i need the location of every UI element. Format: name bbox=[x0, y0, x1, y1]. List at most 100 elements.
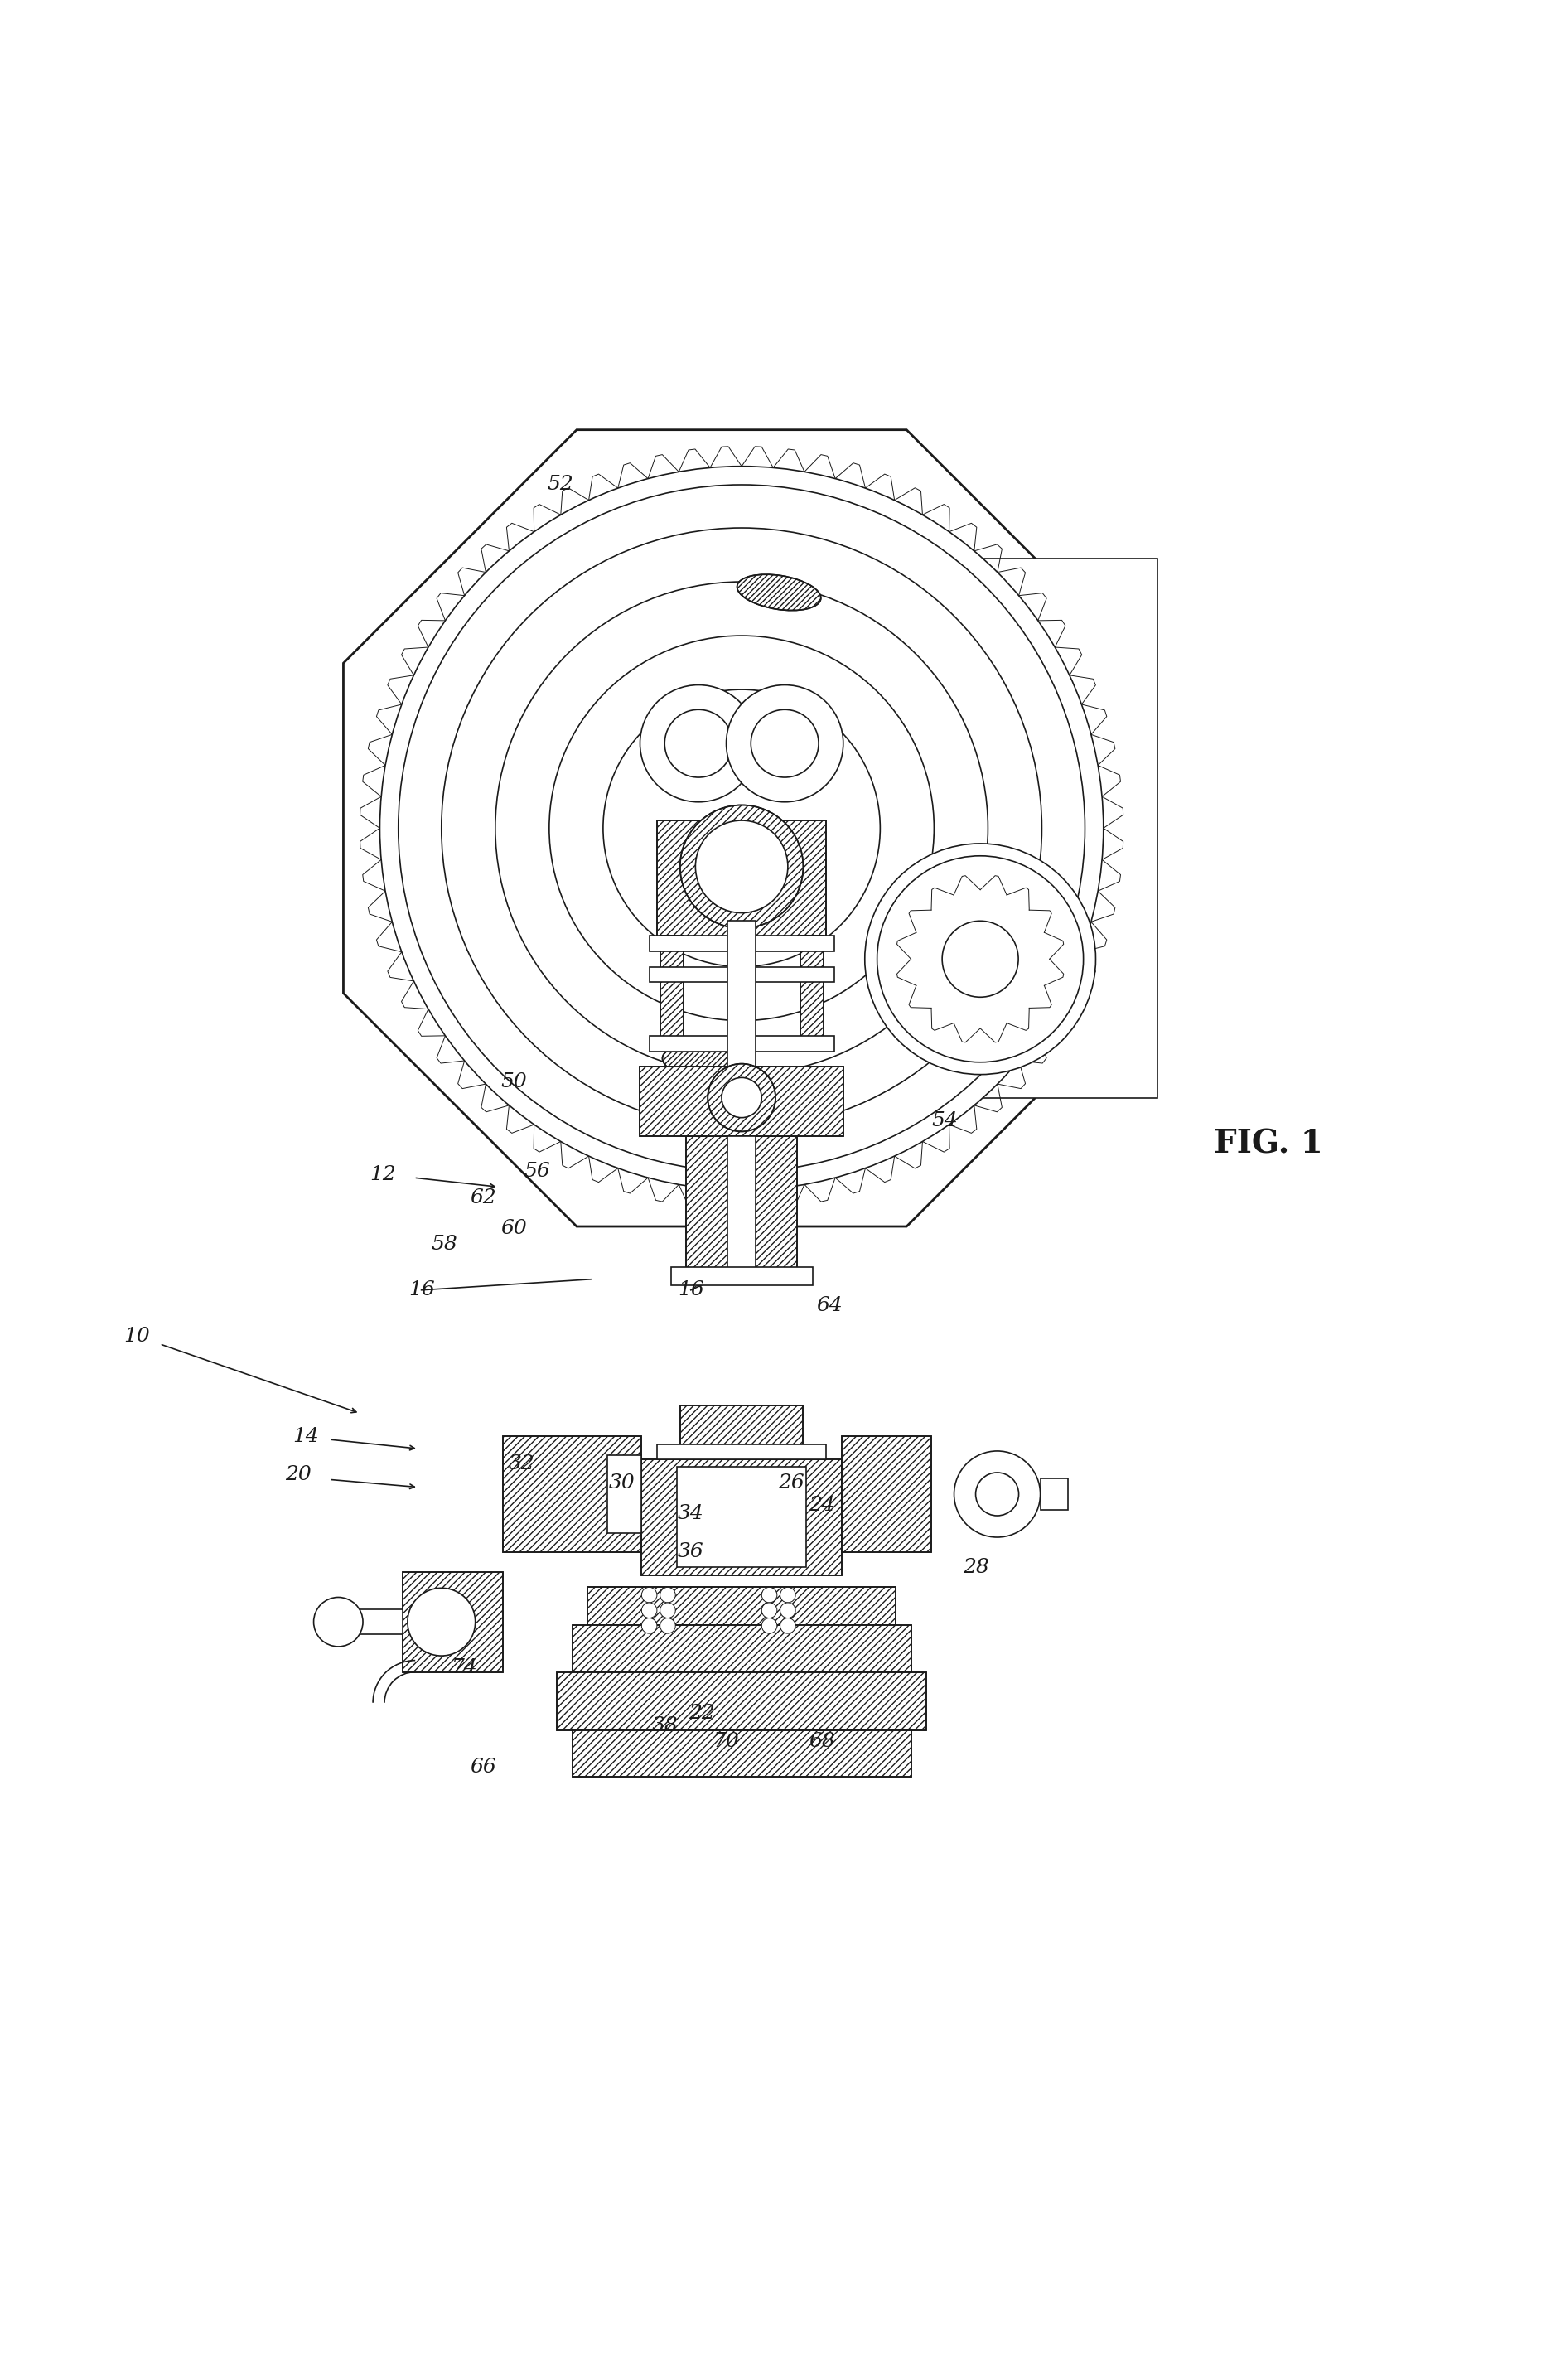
Ellipse shape bbox=[737, 574, 820, 609]
Bar bbox=[658, 1445, 827, 1459]
Text: 26: 26 bbox=[777, 1473, 803, 1492]
Bar bbox=[800, 935, 824, 1052]
Circle shape bbox=[954, 1452, 1041, 1537]
Circle shape bbox=[865, 843, 1095, 1073]
Bar bbox=[403, 1571, 503, 1673]
Circle shape bbox=[642, 1587, 658, 1602]
Bar bbox=[827, 559, 1157, 1097]
Circle shape bbox=[679, 804, 803, 928]
Circle shape bbox=[707, 1064, 776, 1130]
Circle shape bbox=[941, 921, 1019, 997]
Bar bbox=[572, 1626, 910, 1673]
Text: 68: 68 bbox=[808, 1733, 834, 1752]
Circle shape bbox=[380, 466, 1103, 1190]
Text: 52: 52 bbox=[548, 476, 574, 495]
Text: 54: 54 bbox=[932, 1111, 959, 1130]
Circle shape bbox=[751, 709, 819, 778]
Bar bbox=[503, 1438, 642, 1552]
Text: 24: 24 bbox=[808, 1497, 834, 1516]
Bar bbox=[650, 966, 834, 983]
Bar bbox=[661, 935, 682, 1052]
Text: 60: 60 bbox=[501, 1219, 527, 1238]
Bar bbox=[557, 1673, 926, 1730]
Bar bbox=[642, 1459, 842, 1576]
Bar bbox=[572, 1626, 910, 1673]
Circle shape bbox=[976, 1473, 1019, 1516]
Text: 38: 38 bbox=[651, 1716, 678, 1735]
Bar bbox=[800, 935, 824, 1052]
Circle shape bbox=[549, 635, 934, 1021]
Text: 30: 30 bbox=[608, 1473, 634, 1492]
Bar bbox=[349, 1609, 403, 1635]
Circle shape bbox=[642, 1618, 658, 1633]
Bar bbox=[650, 935, 834, 952]
Circle shape bbox=[408, 1587, 475, 1656]
Bar bbox=[572, 1730, 910, 1775]
Text: 10: 10 bbox=[124, 1326, 150, 1345]
Circle shape bbox=[603, 690, 879, 966]
Text: 70: 70 bbox=[713, 1733, 740, 1752]
Circle shape bbox=[665, 709, 732, 778]
Circle shape bbox=[780, 1587, 796, 1602]
Bar bbox=[842, 1438, 931, 1552]
Circle shape bbox=[661, 1587, 675, 1602]
Bar bbox=[588, 1587, 895, 1626]
Bar bbox=[572, 1730, 910, 1775]
Circle shape bbox=[762, 1618, 777, 1633]
Bar bbox=[842, 1438, 931, 1552]
Bar bbox=[686, 1135, 797, 1283]
Text: 66: 66 bbox=[470, 1759, 496, 1778]
Circle shape bbox=[762, 1602, 777, 1618]
Circle shape bbox=[780, 1618, 796, 1633]
Text: 34: 34 bbox=[678, 1504, 704, 1523]
Bar bbox=[661, 935, 682, 1052]
Circle shape bbox=[695, 821, 788, 914]
Bar bbox=[650, 1035, 834, 1052]
Bar bbox=[588, 1587, 895, 1626]
Bar bbox=[727, 921, 755, 1104]
Text: 62: 62 bbox=[470, 1188, 496, 1207]
Text: 64: 64 bbox=[816, 1297, 842, 1316]
Text: 16: 16 bbox=[678, 1280, 704, 1299]
Bar bbox=[642, 1459, 842, 1576]
Circle shape bbox=[495, 581, 988, 1073]
Bar bbox=[641, 1066, 844, 1135]
Circle shape bbox=[642, 1602, 658, 1618]
Circle shape bbox=[641, 685, 757, 802]
Bar bbox=[403, 1571, 503, 1673]
Text: 16: 16 bbox=[408, 1280, 434, 1299]
Text: 56: 56 bbox=[524, 1161, 551, 1180]
Bar bbox=[679, 1407, 803, 1445]
Circle shape bbox=[721, 1078, 762, 1119]
Text: 74: 74 bbox=[451, 1659, 478, 1678]
Circle shape bbox=[762, 1587, 777, 1602]
Bar bbox=[676, 1466, 807, 1568]
Bar bbox=[503, 1438, 642, 1552]
Bar bbox=[679, 1407, 803, 1445]
Circle shape bbox=[661, 1618, 675, 1633]
Circle shape bbox=[878, 857, 1084, 1061]
Circle shape bbox=[780, 1602, 796, 1618]
Bar bbox=[658, 821, 827, 942]
Bar bbox=[672, 1266, 813, 1285]
Text: 32: 32 bbox=[509, 1454, 535, 1473]
Text: 22: 22 bbox=[689, 1704, 715, 1723]
Circle shape bbox=[313, 1597, 363, 1647]
Text: 20: 20 bbox=[285, 1466, 312, 1485]
Bar bbox=[686, 1135, 797, 1283]
Circle shape bbox=[726, 685, 844, 802]
Circle shape bbox=[661, 1602, 675, 1618]
Text: 36: 36 bbox=[678, 1542, 704, 1561]
Bar bbox=[608, 1454, 642, 1533]
Text: 12: 12 bbox=[369, 1166, 396, 1185]
Bar bbox=[727, 1135, 755, 1283]
Text: 14: 14 bbox=[293, 1428, 320, 1447]
Polygon shape bbox=[343, 431, 1140, 1226]
Text: 50: 50 bbox=[501, 1073, 527, 1092]
Bar bbox=[557, 1673, 926, 1730]
Bar bbox=[1041, 1478, 1069, 1509]
Ellipse shape bbox=[662, 1045, 746, 1083]
Text: 58: 58 bbox=[431, 1235, 458, 1254]
Text: 28: 28 bbox=[963, 1559, 990, 1578]
Bar bbox=[658, 821, 827, 942]
